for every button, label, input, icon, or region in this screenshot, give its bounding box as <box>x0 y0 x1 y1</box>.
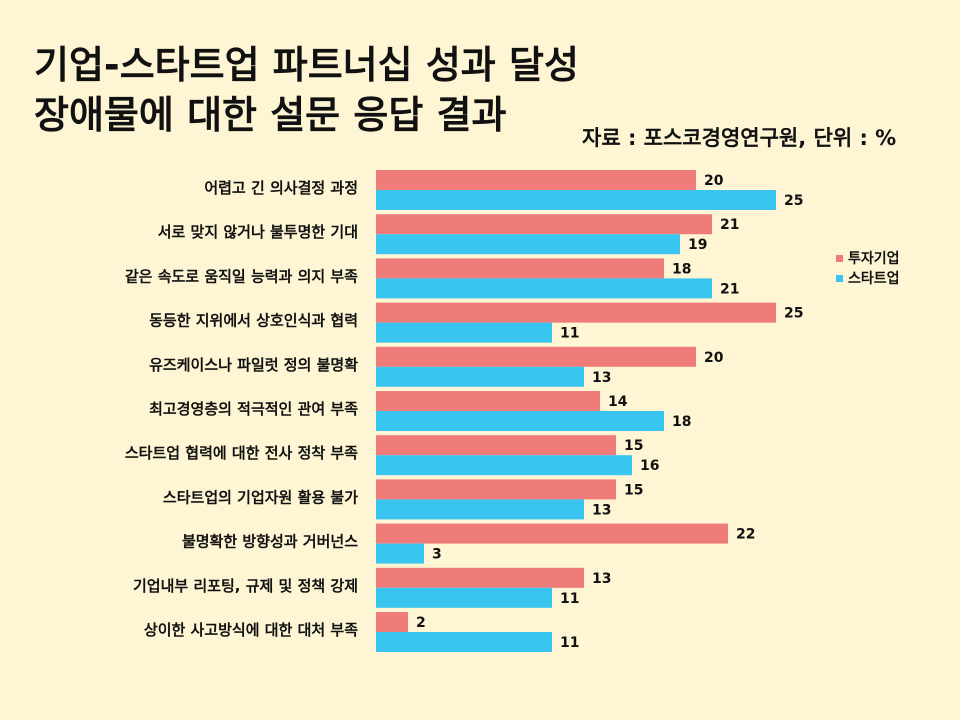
legend: 투자기업 스타트업 <box>836 248 900 288</box>
legend-label-startup: 스타트업 <box>848 271 900 287</box>
bar-startup <box>376 632 552 652</box>
value-label-startup: 25 <box>784 193 803 209</box>
value-label-investor: 20 <box>704 350 724 366</box>
bar-investor <box>376 258 664 279</box>
category-label: 어렵고 긴 의사결정 과정 <box>204 179 358 197</box>
value-label-investor: 22 <box>736 527 755 543</box>
category-label: 기업내부 리포팅, 규제 및 정책 강제 <box>133 577 358 595</box>
bar-startup <box>376 366 584 387</box>
value-label-startup: 13 <box>592 370 611 386</box>
category-label: 서로 맞지 않거나 불투명한 기대 <box>158 223 358 241</box>
value-label-startup: 11 <box>560 326 579 342</box>
legend-label-investor: 투자기업 <box>848 251 900 267</box>
category-label: 스타트업 협력에 대한 전사 정착 부족 <box>125 444 358 462</box>
legend-swatch-investor <box>836 254 843 262</box>
bar-startup <box>376 411 664 431</box>
value-label-startup: 3 <box>432 547 442 563</box>
value-label-startup: 19 <box>688 237 707 253</box>
value-label-startup: 18 <box>672 414 691 430</box>
value-label-startup: 13 <box>592 502 611 518</box>
value-label-investor: 15 <box>624 438 643 454</box>
bar-investor <box>376 214 712 235</box>
title-line-2: 장애물에 대한 설문 응답 결과 <box>34 93 507 137</box>
category-label: 불명확한 방향성과 거버넌스 <box>182 533 358 551</box>
bar-startup <box>376 587 552 608</box>
legend-item-startup: 스타트업 <box>836 268 900 288</box>
bar-investor <box>376 435 616 456</box>
bar-investor <box>376 170 696 190</box>
value-label-investor: 18 <box>672 261 691 277</box>
value-label-investor: 2 <box>416 615 426 631</box>
bar-startup <box>376 543 424 564</box>
category-label: 스타트업의 기업자원 활용 불가 <box>163 488 358 506</box>
value-label-investor: 25 <box>784 306 803 322</box>
value-label-investor: 13 <box>592 571 611 587</box>
bar-investor <box>376 479 616 500</box>
legend-swatch-startup <box>836 274 843 282</box>
bar-startup <box>376 322 552 343</box>
bar-startup <box>376 278 712 299</box>
value-label-investor: 15 <box>624 482 643 498</box>
bar-investor <box>376 612 408 632</box>
chart-title: 기업-스타트업 파트너십 성과 달성 장애물에 대한 설문 응답 결과 <box>34 40 579 140</box>
bar-investor <box>376 567 584 588</box>
value-label-startup: 11 <box>560 635 579 651</box>
bar-investor <box>376 391 600 411</box>
bar-startup <box>376 455 632 476</box>
category-label: 동등한 지위에서 상호인식과 협력 <box>149 312 358 330</box>
value-label-investor: 14 <box>608 394 628 410</box>
bar-investor <box>376 346 696 367</box>
bar-startup <box>376 499 584 520</box>
category-label: 최고경영층의 적극적인 관여 부족 <box>149 400 358 418</box>
value-label-startup: 21 <box>720 281 739 297</box>
bar-startup <box>376 234 680 255</box>
title-line-1: 기업-스타트업 파트너십 성과 달성 <box>34 43 579 87</box>
value-label-investor: 21 <box>720 217 739 233</box>
bar-startup <box>376 190 776 210</box>
value-label-startup: 11 <box>560 591 579 607</box>
bar-investor <box>376 523 728 544</box>
category-label: 유즈케이스나 파일럿 정의 불명확 <box>149 356 358 374</box>
category-label: 상이한 사고방식에 대한 대처 부족 <box>144 621 358 639</box>
category-label: 같은 속도로 움직일 능력과 의지 부족 <box>125 267 358 285</box>
value-label-startup: 16 <box>640 458 659 474</box>
bar-investor <box>376 302 776 323</box>
source-note: 자료 : 포스코경영연구원, 단위 : % <box>582 126 897 150</box>
legend-item-investor: 투자기업 <box>836 248 900 268</box>
value-label-investor: 20 <box>704 173 724 189</box>
